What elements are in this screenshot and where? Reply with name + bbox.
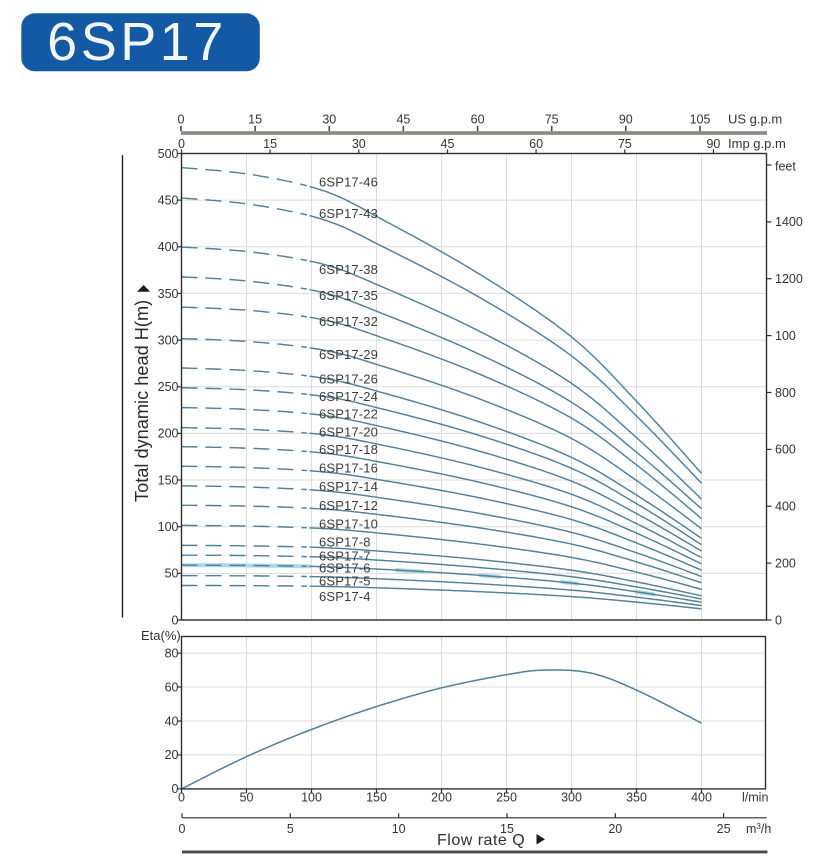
svg-text:75: 75 bbox=[618, 137, 632, 151]
svg-text:30: 30 bbox=[352, 137, 366, 151]
svg-text:6SP17-12: 6SP17-12 bbox=[319, 498, 378, 513]
svg-text:1200: 1200 bbox=[775, 272, 803, 286]
svg-text:100: 100 bbox=[301, 791, 322, 805]
svg-text:15: 15 bbox=[248, 113, 262, 127]
svg-text:200: 200 bbox=[431, 791, 452, 805]
svg-text:300: 300 bbox=[158, 333, 179, 347]
svg-text:feet: feet bbox=[775, 159, 796, 173]
svg-text:150: 150 bbox=[158, 473, 179, 487]
svg-text:6SP17-32: 6SP17-32 bbox=[319, 314, 378, 329]
svg-text:0: 0 bbox=[172, 782, 179, 796]
svg-text:450: 450 bbox=[158, 193, 179, 207]
svg-text:50: 50 bbox=[165, 567, 179, 581]
svg-text:20: 20 bbox=[165, 748, 179, 762]
svg-text:300: 300 bbox=[561, 791, 582, 805]
svg-text:0: 0 bbox=[178, 137, 185, 151]
svg-text:6SP17-20: 6SP17-20 bbox=[319, 425, 378, 440]
svg-text:350: 350 bbox=[158, 287, 179, 301]
svg-text:6SP17-14: 6SP17-14 bbox=[319, 479, 378, 494]
svg-text:6SP17-16: 6SP17-16 bbox=[319, 461, 378, 476]
svg-text:Eta(%): Eta(%) bbox=[141, 628, 181, 643]
svg-text:60: 60 bbox=[165, 680, 179, 694]
svg-text:6SP17-26: 6SP17-26 bbox=[319, 372, 378, 387]
svg-text:6SP17-43: 6SP17-43 bbox=[319, 206, 378, 221]
svg-text:90: 90 bbox=[619, 113, 633, 127]
svg-text:50: 50 bbox=[240, 791, 254, 805]
svg-text:l/min: l/min bbox=[742, 791, 768, 805]
svg-text:350: 350 bbox=[626, 791, 647, 805]
svg-text:Total dynamic head H(m): Total dynamic head H(m) bbox=[132, 300, 152, 502]
svg-text:75: 75 bbox=[545, 113, 559, 127]
svg-text:6SP17-22: 6SP17-22 bbox=[319, 407, 378, 422]
svg-text:1400: 1400 bbox=[775, 215, 803, 229]
svg-text:US g.p.m: US g.p.m bbox=[728, 112, 782, 127]
svg-text:Flow rate Q: Flow rate Q bbox=[437, 832, 525, 849]
svg-text:Imp g.p.m: Imp g.p.m bbox=[728, 136, 786, 151]
svg-text:30: 30 bbox=[322, 113, 336, 127]
svg-text:6SP17: 6SP17 bbox=[47, 12, 227, 72]
svg-text:200: 200 bbox=[775, 556, 796, 570]
svg-text:45: 45 bbox=[441, 137, 455, 151]
svg-text:800: 800 bbox=[775, 386, 796, 400]
svg-text:250: 250 bbox=[496, 791, 517, 805]
svg-text:0: 0 bbox=[172, 613, 179, 627]
svg-text:150: 150 bbox=[366, 791, 387, 805]
svg-text:10: 10 bbox=[392, 822, 406, 836]
svg-text:90: 90 bbox=[706, 137, 720, 151]
svg-text:6SP17-24: 6SP17-24 bbox=[319, 389, 378, 404]
svg-text:45: 45 bbox=[396, 113, 410, 127]
svg-text:6SP17-10: 6SP17-10 bbox=[319, 516, 378, 531]
svg-text:40: 40 bbox=[165, 714, 179, 728]
svg-text:0: 0 bbox=[775, 613, 782, 627]
svg-text:6SP17-46: 6SP17-46 bbox=[319, 175, 378, 190]
svg-text:60: 60 bbox=[529, 137, 543, 151]
svg-text:5: 5 bbox=[287, 822, 294, 836]
svg-text:105: 105 bbox=[690, 113, 711, 127]
svg-text:6SP17-6: 6SP17-6 bbox=[319, 560, 371, 575]
svg-text:0: 0 bbox=[179, 822, 186, 836]
svg-text:200: 200 bbox=[158, 427, 179, 441]
svg-text:m3/h: m3/h bbox=[746, 822, 771, 836]
svg-text:25: 25 bbox=[717, 822, 731, 836]
svg-text:600: 600 bbox=[775, 443, 796, 457]
svg-text:15: 15 bbox=[263, 137, 277, 151]
svg-text:6SP17-18: 6SP17-18 bbox=[319, 442, 378, 457]
svg-text:6SP17-29: 6SP17-29 bbox=[319, 347, 378, 362]
svg-text:6SP17-8: 6SP17-8 bbox=[319, 534, 371, 549]
svg-text:400: 400 bbox=[691, 791, 712, 805]
svg-text:6SP17-5: 6SP17-5 bbox=[319, 573, 371, 588]
svg-text:400: 400 bbox=[158, 240, 179, 254]
svg-text:20: 20 bbox=[608, 822, 622, 836]
svg-text:0: 0 bbox=[178, 113, 185, 127]
svg-text:6SP17-35: 6SP17-35 bbox=[319, 288, 378, 303]
svg-text:6SP17-38: 6SP17-38 bbox=[319, 262, 378, 277]
svg-text:15: 15 bbox=[500, 822, 514, 836]
svg-text:0: 0 bbox=[178, 791, 185, 805]
svg-text:80: 80 bbox=[165, 646, 179, 660]
svg-text:100: 100 bbox=[775, 329, 796, 343]
svg-text:100: 100 bbox=[158, 520, 179, 534]
svg-text:6SP17-7: 6SP17-7 bbox=[319, 548, 371, 563]
svg-text:250: 250 bbox=[158, 380, 179, 394]
svg-text:60: 60 bbox=[471, 113, 485, 127]
svg-text:500: 500 bbox=[158, 147, 179, 161]
svg-text:400: 400 bbox=[775, 500, 796, 514]
svg-text:6SP17-4: 6SP17-4 bbox=[319, 589, 371, 604]
